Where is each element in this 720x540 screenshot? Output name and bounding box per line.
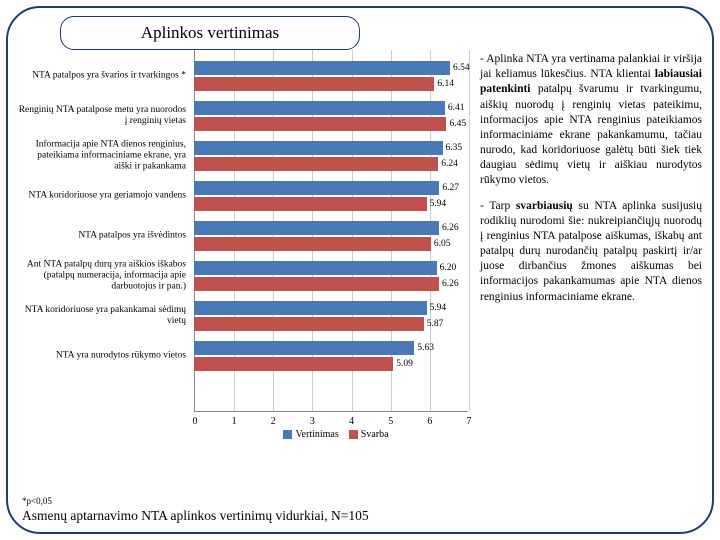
legend-swatch	[283, 430, 292, 439]
bar-vertinimas	[194, 301, 427, 315]
bar-value: 5.09	[396, 359, 413, 369]
legend-label: Vertinimas	[295, 429, 338, 440]
bar-vertinimas	[194, 261, 437, 275]
bar-svarba	[194, 197, 427, 211]
bar-value: 5.87	[427, 319, 444, 329]
bar-value: 6.14	[437, 79, 454, 89]
bar-value: 5.94	[430, 303, 447, 313]
category-label: Informacija apie NTA dienos renginius, p…	[18, 140, 190, 173]
category-label: NTA patalpos yra švarios ir tvarkingos *	[18, 71, 190, 82]
title-box: Aplinkos vertinimas	[60, 16, 360, 50]
chart-column: 0 1 2 3 4 5 6 7 Vertinimas Svarba NTA patalpos y…	[18, 50, 474, 524]
bar-chart: 0 1 2 3 4 5 6 7 Vertinimas Svarba NTA patalpos y…	[18, 50, 474, 438]
bar-value: 6.05	[434, 239, 451, 249]
bar-vertinimas	[194, 61, 450, 75]
x-tick-label: 6	[427, 416, 432, 427]
bar-value: 6.24	[441, 159, 458, 169]
bar-value: 6.35	[446, 143, 463, 153]
commentary-p2: - Tarp svarbiausių su NTA aplinka susiju…	[480, 199, 702, 305]
bar-vertinimas	[194, 341, 414, 355]
bar-vertinimas	[194, 221, 439, 235]
x-tick-label: 0	[193, 416, 198, 427]
x-tick-label: 2	[271, 416, 276, 427]
page-title: Aplinkos vertinimas	[141, 23, 279, 42]
bar-value: 5.94	[430, 199, 447, 209]
bar-value: 5.63	[417, 343, 434, 353]
x-tick-label: 5	[388, 416, 393, 427]
category-label: Ant NTA patalpų durų yra aiškios iškabos…	[18, 260, 190, 293]
bar-value: 6.41	[448, 103, 465, 113]
x-tick-label: 7	[467, 416, 472, 427]
bar-svarba	[194, 237, 431, 251]
x-tick-label: 3	[310, 416, 315, 427]
x-tick-label: 4	[349, 416, 354, 427]
bar-vertinimas	[194, 101, 445, 115]
category-label: Renginių NTA patalpose metu yra nuorodos…	[18, 105, 190, 127]
category-label: NTA patalpos yra išvėdintos	[18, 231, 190, 242]
bar-svarba	[194, 117, 446, 131]
gridline	[469, 50, 470, 411]
bar-value: 6.27	[442, 183, 459, 193]
legend-label: Svarba	[361, 429, 389, 440]
content: 0 1 2 3 4 5 6 7 Vertinimas Svarba NTA patalpos y…	[18, 50, 702, 524]
category-label: NTA koridoriuose yra geriamojo vandens	[18, 191, 190, 202]
bar-value: 6.45	[449, 119, 466, 129]
bar-value: 6.26	[442, 279, 459, 289]
bar-svarba	[194, 277, 439, 291]
category-label: NTA yra nurodytos rūkymo vietos	[18, 351, 190, 362]
legend: Vertinimas Svarba	[194, 429, 468, 440]
category-label: NTA koridoriuose yra pakankamai sėdimų v…	[18, 305, 190, 327]
bar-value: 6.26	[442, 223, 459, 233]
significance-note: *p<0,05	[22, 496, 369, 506]
bar-vertinimas	[194, 141, 443, 155]
bar-value: 6.20	[440, 263, 457, 273]
legend-swatch	[349, 430, 358, 439]
commentary-column: - Aplinka NTA yra vertinama palankiai ir…	[480, 50, 702, 524]
bar-value: 6.54	[453, 63, 470, 73]
bar-svarba	[194, 317, 424, 331]
bar-svarba	[194, 77, 434, 91]
x-tick-label: 1	[232, 416, 237, 427]
bar-vertinimas	[194, 181, 439, 195]
commentary-p1: - Aplinka NTA yra vertinama palankiai ir…	[480, 52, 702, 189]
chart-caption: Asmenų aptarnavimo NTA aplinkos vertinim…	[22, 508, 369, 523]
bar-svarba	[194, 357, 393, 371]
bar-svarba	[194, 157, 438, 171]
chart-footer: *p<0,05 Asmenų aptarnavimo NTA aplinkos …	[22, 496, 369, 524]
